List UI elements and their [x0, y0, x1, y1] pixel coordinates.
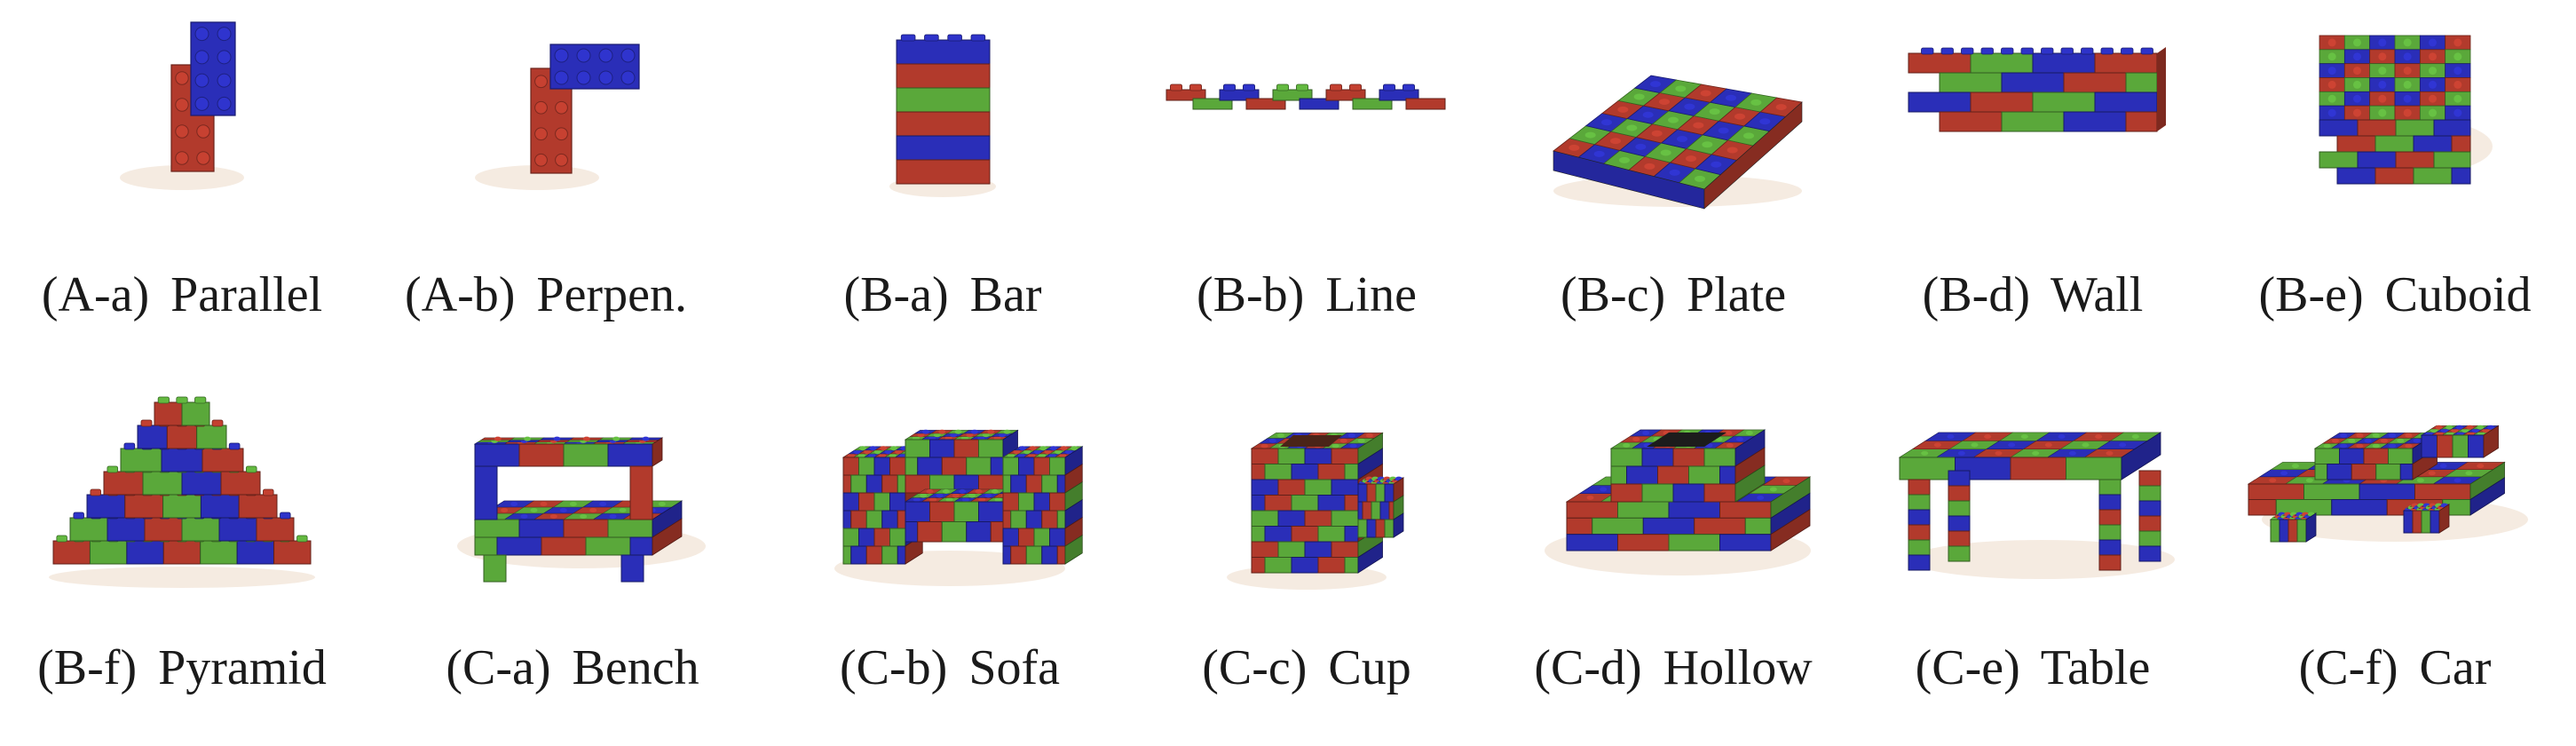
panel-caption: (B-b) Line: [1197, 267, 1417, 322]
brick-group: [1898, 432, 2162, 571]
brick-group: [170, 21, 236, 172]
panel-caption: (C-d) Hollow: [1534, 640, 1813, 695]
cup-bricks-image: [1227, 432, 1405, 590]
panel-caption: (B-d) Wall: [1922, 267, 2144, 322]
brick-group: [2319, 35, 2471, 185]
panel-caption: (C-c) Cup: [1202, 640, 1411, 695]
brick-group: [52, 396, 312, 565]
pyramid-bricks-image: [49, 396, 315, 588]
brick-group: [1908, 47, 2166, 132]
brick-group: [1250, 432, 1405, 574]
brick-group: [1166, 83, 1446, 110]
panel-caption: (B-c) Plate: [1560, 267, 1787, 322]
panel-caption: (C-f) Car: [2298, 640, 2492, 695]
plate-bricks-image: [1553, 75, 1803, 210]
panel-caption: (B-e) Cuboid: [2258, 267, 2532, 322]
sofa-bricks-image: [834, 429, 1084, 586]
table-bricks-image: [1898, 432, 2175, 579]
brick-group: [2247, 425, 2506, 543]
brick-group: [1565, 429, 1812, 552]
brick-group: [1553, 75, 1803, 210]
bar-bricks-image: [889, 34, 996, 197]
brick-group: [896, 34, 991, 185]
brick-group: [473, 436, 684, 583]
floor-shadow: [49, 567, 315, 588]
panel-caption: (C-a) Bench: [446, 640, 699, 695]
panel-caption: (C-b) Sofa: [840, 640, 1060, 695]
panel-caption: (C-e) Table: [1915, 640, 2151, 695]
panel-caption: (B-a) Bar: [843, 267, 1042, 322]
car-bricks-image: [2247, 425, 2528, 543]
parallel-bricks-image: [120, 21, 244, 190]
panel-caption: (A-b) Perpen.: [405, 267, 687, 322]
hollow-bricks-image: [1545, 429, 1812, 575]
perpendicular-bricks-image: [475, 44, 640, 190]
brick-group: [530, 44, 640, 174]
cuboid-bricks-image: [2319, 35, 2493, 185]
panel-caption: (B-f) Pyramid: [37, 640, 327, 695]
brick-group: [842, 429, 1084, 565]
wall-bricks-image: [1908, 47, 2166, 132]
panel-caption: (A-a) Parallel: [41, 267, 323, 322]
bench-bricks-image: [457, 436, 706, 583]
line-bricks-image: [1166, 83, 1446, 110]
